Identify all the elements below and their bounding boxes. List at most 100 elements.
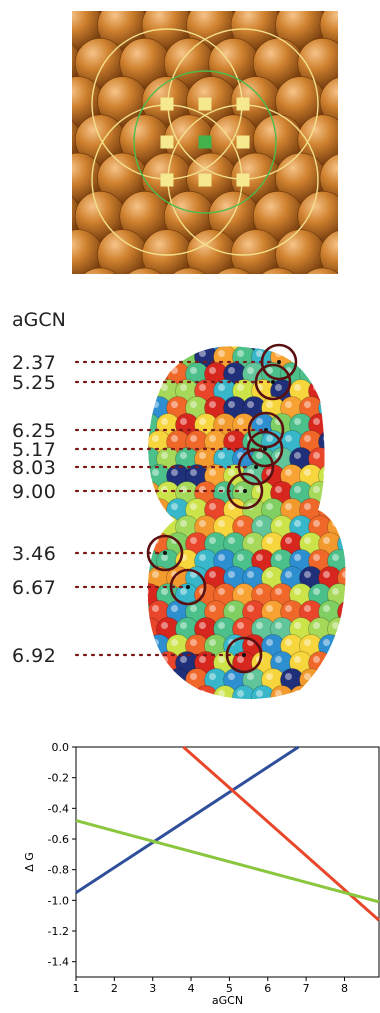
atom-highlight — [237, 690, 244, 697]
atom-highlight — [218, 690, 225, 697]
neighbor-site-marker — [236, 97, 250, 111]
atom-highlight — [256, 690, 263, 697]
atom-highlight — [147, 690, 149, 697]
nanoparticle-atom — [337, 498, 346, 522]
surface-site-diagram — [72, 11, 338, 274]
atom-highlight — [171, 639, 178, 646]
atom-highlight — [285, 333, 292, 340]
atom-highlight — [351, 588, 358, 595]
x-tick-label: 7 — [303, 982, 310, 995]
atom-highlight — [342, 367, 346, 374]
atom-highlight — [237, 554, 244, 561]
atom-highlight — [133, 673, 140, 680]
series-line — [75, 819, 380, 904]
agcn-value-label: 6.25 — [12, 420, 56, 442]
atom-highlight — [228, 333, 235, 340]
atom-highlight — [266, 401, 273, 408]
atom-highlight — [323, 401, 330, 408]
nanoparticle-atom — [337, 464, 346, 488]
y-tick-label: -1.4 — [48, 956, 69, 969]
atom-highlight — [152, 605, 159, 612]
atom-highlight — [332, 554, 339, 561]
nanoparticle-atoms — [133, 333, 370, 707]
neighbor-site-marker — [198, 173, 212, 187]
atom-highlight — [275, 350, 282, 357]
atom-highlight — [171, 435, 178, 442]
atom-highlight — [351, 452, 358, 459]
atom-highlight — [304, 435, 311, 442]
x-tick-label: 6 — [264, 982, 271, 995]
atom-highlight — [294, 486, 301, 493]
atom-highlight — [313, 656, 320, 663]
y-tick-label: 0.0 — [52, 741, 70, 754]
atom-highlight — [342, 639, 346, 646]
site-markers — [160, 97, 250, 187]
copper-surface — [72, 11, 338, 274]
nanoparticle-atom — [147, 346, 161, 369]
nanoparticle-atom — [337, 430, 346, 454]
atom-highlight — [332, 350, 339, 357]
atom-highlight — [285, 537, 292, 544]
atom-highlight — [351, 554, 358, 561]
site-ring — [247, 411, 285, 449]
atom-highlight — [304, 503, 311, 510]
agcn-value-label: 5.17 — [12, 439, 56, 461]
y-tick-label: -0.4 — [48, 802, 69, 815]
atom-highlight — [266, 639, 273, 646]
atom-highlight — [313, 690, 320, 697]
atom-highlight — [256, 418, 263, 425]
nanoparticle-atom — [166, 346, 190, 352]
atom-highlight — [266, 367, 273, 374]
atom-highlight — [228, 571, 235, 578]
nanoparticle-atom — [337, 668, 346, 692]
nanoparticle-atom — [347, 584, 370, 607]
atom-highlight — [152, 401, 159, 408]
atom-highlight — [180, 452, 187, 459]
site-dot — [163, 551, 167, 555]
atom-highlight — [161, 520, 168, 527]
nanoparticle-atom — [318, 346, 342, 352]
atom-highlight — [323, 605, 330, 612]
atom-highlight — [190, 503, 197, 510]
atom-highlight — [313, 520, 320, 527]
atom-highlight — [218, 452, 225, 459]
atom-highlight — [285, 605, 292, 612]
agcn-value-label: 3.46 — [12, 543, 56, 565]
site-dot — [186, 585, 190, 589]
nanoparticle-atom — [327, 413, 346, 437]
y-tick-label: -0.2 — [48, 772, 69, 785]
atom-highlight — [351, 520, 358, 527]
agcn-heading: aGCN — [12, 309, 66, 331]
nanoparticle-atom — [327, 651, 346, 675]
atom-highlight — [237, 520, 244, 527]
y-tick-label: -1.2 — [48, 925, 69, 938]
atom-highlight — [152, 469, 159, 476]
atom-highlight — [161, 350, 168, 357]
nanoparticle-atom — [337, 396, 346, 420]
copper-atom — [319, 230, 338, 274]
atom-highlight — [228, 537, 235, 544]
atom-highlight — [332, 520, 339, 527]
atom-highlight — [256, 554, 263, 561]
atom-highlight — [275, 520, 282, 527]
atom-highlight — [256, 452, 263, 459]
atom-highlight — [209, 367, 216, 374]
nanoparticle-panel: aGCN 2.37 5.25 6.25 5.17 8.03 9.00 3.46 6.67 6.9… — [0, 296, 380, 706]
atom-highlight — [218, 588, 225, 595]
atom-highlight — [285, 571, 292, 578]
nanoparticle-atom — [147, 685, 161, 699]
center-site-marker — [198, 135, 212, 149]
site-dot — [242, 653, 246, 657]
nanoparticle-atom — [319, 703, 342, 707]
y-tick-label: -0.8 — [48, 864, 69, 877]
nanoparticle-atom — [318, 668, 342, 692]
atom-highlight — [133, 333, 140, 340]
nanoparticle-atom — [147, 515, 161, 539]
site-ring — [146, 534, 184, 572]
site-ring — [246, 430, 284, 468]
atom-highlight — [247, 401, 254, 408]
atom-highlight — [228, 605, 235, 612]
atom-highlight — [351, 656, 358, 663]
site-dot — [254, 465, 258, 469]
atom-highlight — [294, 690, 301, 697]
